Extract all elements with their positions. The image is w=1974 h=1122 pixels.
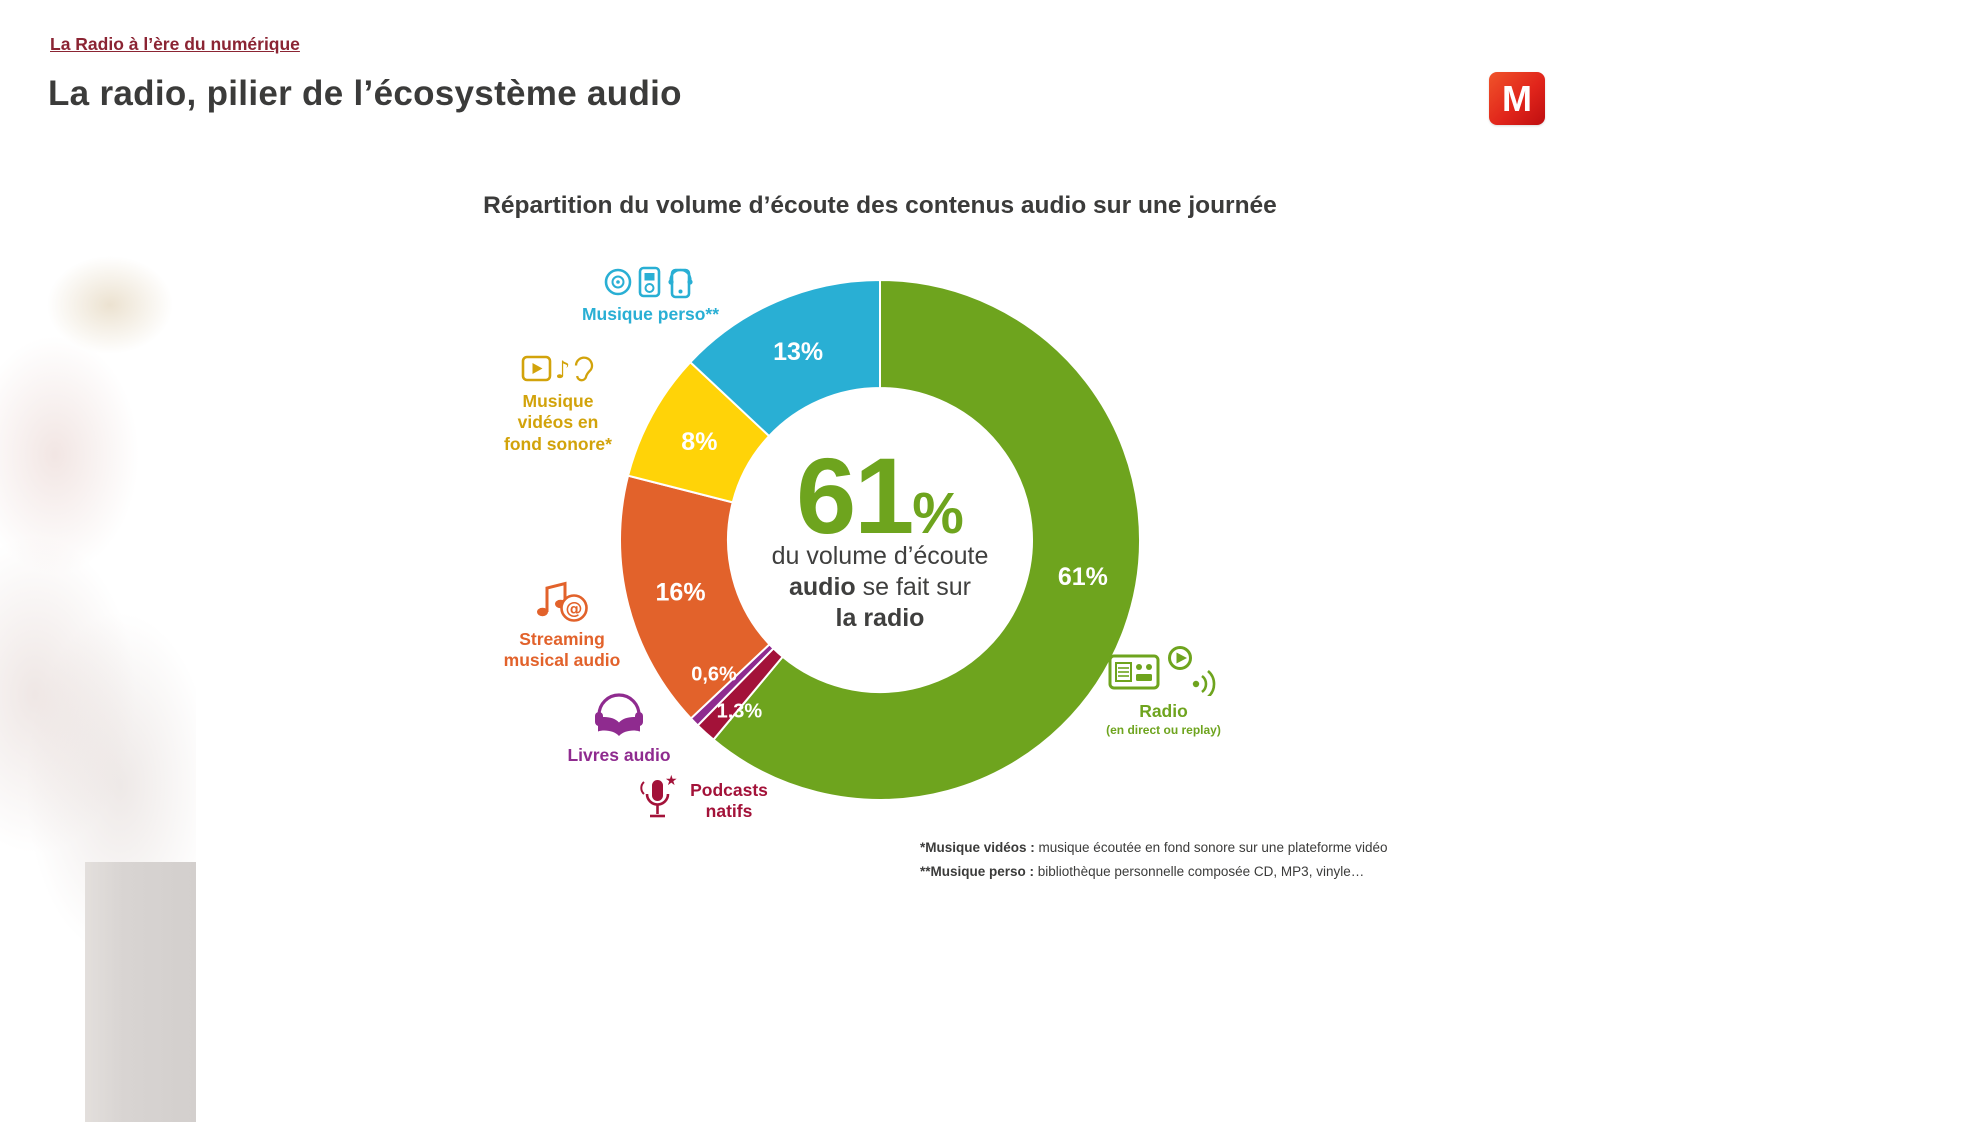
segment-percent-label: 13%	[773, 338, 823, 366]
chart-title: Répartition du volume d’écoute des conte…	[483, 192, 1277, 219]
background-photo-strip	[85, 862, 196, 1122]
page-title: La radio, pilier de l’écosystème audio	[48, 74, 682, 113]
segment-percent-label: 16%	[656, 579, 706, 607]
center-line2-bold: audio	[789, 572, 856, 601]
callout-label-livres-audio: Livres audio	[567, 745, 671, 765]
donut-segment-3	[619, 474, 771, 720]
music-devices-icon	[558, 263, 743, 299]
podcast-mic-icon: ★	[640, 772, 678, 828]
callout-livres-audio: Livres audio	[544, 690, 694, 766]
segment-percent-label: 0,6%	[691, 663, 737, 685]
breadcrumb-link[interactable]: La Radio à l’ère du numérique	[50, 34, 300, 54]
callout-label-musique-videos: Musique vidéos en fond sonore*	[504, 391, 612, 454]
svg-text:@: @	[566, 599, 583, 619]
callout-musique-perso: Musique perso**	[558, 263, 743, 325]
footnote-musique-videos: *Musique vidéos : musique écoutée en fon…	[920, 840, 1388, 855]
center-line1: du volume d’écoute	[771, 541, 989, 570]
callout-label-musique-perso: Musique perso**	[581, 304, 720, 324]
callout-label-podcasts: Podcasts natifs	[690, 780, 768, 822]
logo-letter: M	[1502, 77, 1532, 119]
callout-sublabel-radio: (en direct ou replay)	[1106, 723, 1221, 738]
callout-label-streaming: Streaming musical audio	[503, 629, 621, 671]
footnote-2-lead: **Musique perso :	[920, 864, 1035, 879]
footnote-musique-perso: **Musique perso : bibliothèque personnel…	[920, 864, 1388, 879]
callout-radio: Radio (en direct ou replay)	[1096, 644, 1231, 738]
svg-text:♪: ♪	[555, 356, 570, 384]
footnote-2-text: bibliothèque personnelle composée CD, MP…	[1034, 864, 1365, 879]
center-line2-rest: se fait sur	[855, 572, 971, 601]
radio-device-icon	[1096, 644, 1231, 696]
callout-musique-videos: ♪ Musique vidéos en fond sonore*	[498, 352, 618, 455]
donut-segment-0	[712, 278, 1141, 801]
segment-percent-label: 61%	[1058, 563, 1108, 591]
center-percent-sign: %	[912, 481, 964, 547]
center-line3: la radio	[835, 603, 925, 632]
center-value-group: 61%	[715, 442, 1045, 550]
svg-text:★: ★	[665, 773, 678, 789]
mediametrie-logo: M	[1489, 72, 1545, 125]
footnotes: *Musique vidéos : musique écoutée en fon…	[920, 840, 1388, 888]
callout-streaming: @ Streaming musical audio	[497, 578, 627, 672]
segment-percent-label: 8%	[681, 428, 717, 456]
audiobook-icon	[544, 690, 694, 740]
donut-center-text: 61% du volume d’écoute audio se fait sur…	[715, 442, 1045, 634]
segment-percent-label: 1,3%	[717, 701, 763, 723]
streaming-music-icon: @	[497, 578, 627, 624]
center-line2: audio se fait sur	[715, 572, 1045, 603]
callout-podcasts: ★ Podcasts natifs	[640, 772, 772, 828]
background-photo	[0, 225, 196, 1122]
callout-label-radio: Radio	[1139, 701, 1188, 721]
donut-chart: 61% 1,3% 0,6% 16% 8% 13%	[619, 278, 1141, 801]
footnote-1-text: musique écoutée en fond sonore sur une p…	[1034, 840, 1388, 855]
center-value: 61	[796, 435, 914, 557]
donut-segment-5	[688, 278, 881, 438]
footnote-1-lead: *Musique vidéos :	[920, 840, 1035, 855]
video-music-icon: ♪	[498, 352, 618, 386]
